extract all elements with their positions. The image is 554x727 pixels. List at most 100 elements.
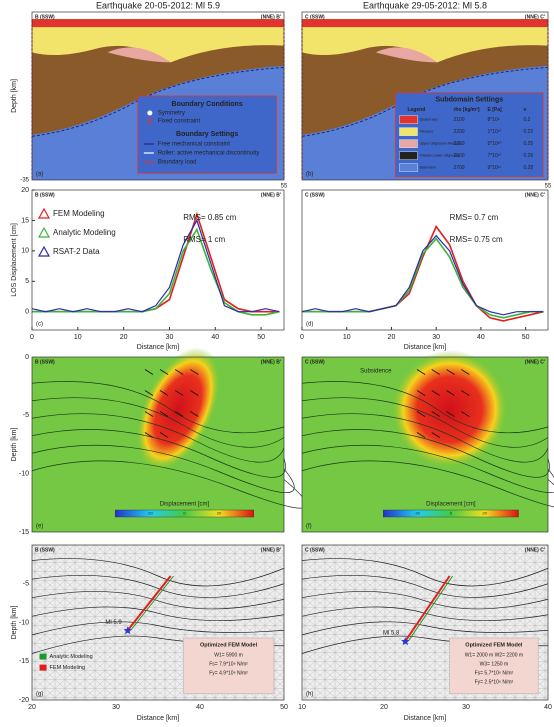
- y-tick-label: 20: [21, 187, 29, 194]
- table-cell: Quaternary: [419, 118, 437, 122]
- table-cell: 7*10¹⁰: [487, 153, 501, 159]
- y-tick-label: 0: [25, 309, 29, 316]
- legend-item: Boundary load: [158, 160, 197, 166]
- colorbar-tick-label: -20: [147, 511, 154, 516]
- legend-symbol: [148, 111, 152, 115]
- side-label: (NNE) B': [261, 359, 281, 365]
- y-tick-label: -20: [19, 697, 29, 704]
- table-cell: 0.22: [523, 129, 533, 135]
- plot-area: [302, 190, 548, 330]
- legend-swatch: [40, 654, 47, 660]
- rms-annotation: RMS= 0.85 cm: [183, 213, 236, 222]
- panel-title: Earthquake 20-05-2012: Ml 5.9: [96, 0, 220, 10]
- x-tick-label: 30: [462, 704, 470, 711]
- layer-swatch: [399, 152, 417, 160]
- table-header: rho [kg/m³]: [453, 107, 479, 113]
- rms-annotation: RMS= 0.75 cm: [450, 235, 503, 244]
- x-axis-label: Distance [km]: [404, 715, 446, 722]
- side-label: C (SSW): [305, 192, 325, 198]
- legend-title: Boundary Conditions: [172, 101, 243, 108]
- x-tick-label: 30: [112, 704, 120, 711]
- model-box-line: W3= 1250 m: [480, 661, 509, 667]
- y-tick-label: 0: [25, 354, 29, 361]
- table-cell: 2350: [453, 141, 464, 147]
- y-axis-label: Depth [km]: [11, 428, 18, 462]
- x-tick-label: 10: [74, 334, 82, 341]
- x-tick-label: 20: [388, 334, 396, 341]
- colorbar-tick-label: -20: [414, 511, 421, 516]
- y-tick-label: -15: [19, 529, 29, 536]
- y-axis-label: Depth [km]: [11, 606, 18, 640]
- side-label: (NNE) C': [525, 192, 545, 198]
- model-box-title: Optimized FEM Model: [200, 642, 258, 648]
- model-box-line: Fy= 2.5*10⁶ N/m²: [475, 679, 514, 685]
- x-tick-label: 50: [257, 334, 265, 341]
- y-tick-label: 5: [25, 278, 29, 285]
- y-tick-label: -10: [19, 471, 29, 478]
- y-tick-label: 15: [21, 217, 29, 224]
- y-axis-label: LOS Displacement [cm]: [11, 223, 18, 297]
- table-cell: 2500: [453, 153, 464, 159]
- panel-tag: (h): [306, 692, 313, 698]
- side-label: (NNE) B': [261, 192, 281, 198]
- side-label: B (SSW): [35, 547, 55, 553]
- legend-label: RSAT-2 Data: [53, 247, 100, 256]
- panel-tag: (a): [36, 172, 43, 178]
- x-tick-label: 20: [380, 704, 388, 711]
- x-tick-label: 55: [545, 184, 552, 190]
- model-box-line: Fy= 4.9*10⁶ N/m²: [209, 670, 248, 676]
- table-cell: 8*10⁹: [487, 117, 499, 123]
- x-tick-label: 30: [166, 334, 174, 341]
- side-label: C (SSW): [305, 359, 325, 365]
- layer-swatch: [399, 128, 417, 136]
- panel-tag: (e): [36, 524, 43, 530]
- side-label: B (SSW): [35, 359, 55, 365]
- x-tick-label: 40: [477, 334, 485, 341]
- table-header: E [Pa]: [487, 107, 502, 113]
- panel-tag: (d): [306, 322, 313, 328]
- table-cell: 2100: [453, 117, 464, 123]
- x-tick-label: 30: [432, 334, 440, 341]
- legend-swatch: [40, 665, 47, 671]
- side-label: B (SSW): [35, 14, 55, 20]
- panel-tag: (b): [306, 172, 313, 178]
- x-tick-label: 0: [30, 334, 34, 341]
- side-label: C (SSW): [305, 14, 325, 20]
- legend-item: Fixed constraint: [158, 119, 201, 125]
- legend-label: FEM Modeling: [53, 209, 105, 218]
- x-tick-label: 0: [300, 334, 304, 341]
- x-axis-label: Distance [km]: [137, 344, 179, 351]
- table-cell: 5*10¹⁰: [487, 141, 501, 147]
- side-label: C (SSW): [305, 547, 325, 553]
- side-label: B (SSW): [35, 192, 55, 198]
- legend-title: Boundary Settings: [176, 131, 238, 138]
- annotation: Subsidence: [360, 369, 392, 375]
- x-tick-label: 10: [343, 334, 351, 341]
- table-cell: 2700: [453, 165, 464, 171]
- table-cell: 9*10¹¹: [487, 165, 501, 171]
- model-box-line: W1= 5900 m: [214, 652, 243, 658]
- layer-swatch: [399, 164, 417, 172]
- layer-swatch: [399, 140, 417, 148]
- y-tick-label: -10: [19, 619, 29, 626]
- table-cell: 1*10¹⁰: [487, 129, 501, 135]
- side-label: (NNE) B': [261, 547, 281, 553]
- figure: Earthquake 20-05-2012: Ml 5.9 Earthquake…: [0, 0, 554, 727]
- rms-annotation: RMS= 0.7 cm: [450, 213, 499, 222]
- x-tick-label: 10: [298, 704, 306, 711]
- model-box-line: Fs= 5.7*10⁶ N/m²: [475, 670, 514, 676]
- model-box-line: Fs= 7.9*10⁶ N/m²: [209, 661, 248, 667]
- layer-swatch: [399, 116, 417, 124]
- legend-label: FEM Modeling: [50, 665, 85, 671]
- y-tick-label: -35: [20, 178, 29, 184]
- x-tick-label: 40: [211, 334, 219, 341]
- panel-tag: (g): [36, 692, 43, 698]
- panel-title: Earthquake 29-05-2012: Ml 5.8: [363, 0, 487, 10]
- y-tick-label: 10: [21, 248, 29, 255]
- table-cell: 0.28: [523, 165, 533, 171]
- event-label: Ml 5.9: [105, 620, 122, 626]
- side-label: (NNE) C': [525, 359, 545, 365]
- legend-item: Symmetry: [158, 111, 185, 117]
- x-axis-label: Distance [km]: [137, 715, 179, 722]
- side-label: (NNE) C': [525, 14, 545, 20]
